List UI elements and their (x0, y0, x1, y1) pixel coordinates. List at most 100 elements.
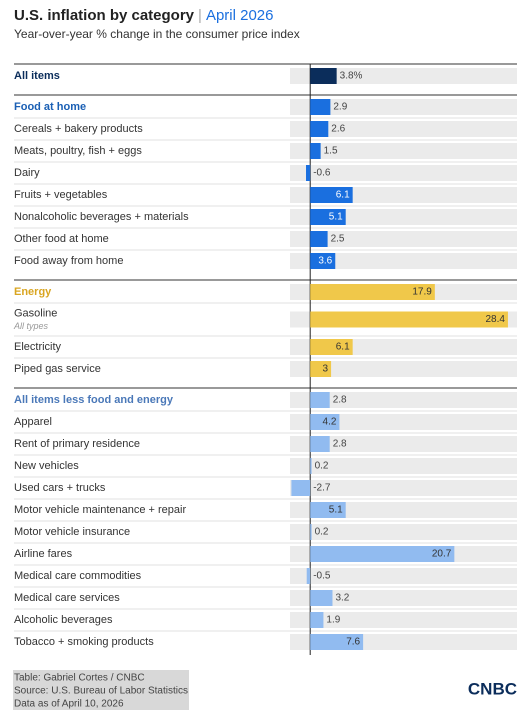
row-label: Food away from home (14, 255, 123, 267)
value-label: 5.1 (329, 212, 343, 223)
bar (310, 392, 330, 408)
bar-track (290, 458, 517, 474)
bar (310, 414, 340, 430)
bar (310, 121, 329, 137)
footer-line: Table: Gabriel Cortes / CNBC (14, 673, 145, 684)
bar (310, 612, 324, 628)
value-label: 3.6 (318, 256, 332, 267)
row-label: Tobacco + smoking products (14, 636, 154, 648)
row-sublabel: All types (13, 321, 49, 331)
bar (310, 361, 332, 377)
bar (310, 436, 330, 452)
row-label: Electricity (14, 341, 62, 353)
value-label: 0.2 (315, 527, 329, 538)
bar-track (290, 612, 517, 628)
row-label: Nonalcoholic beverages + materials (14, 211, 189, 223)
row-label: Piped gas service (14, 363, 101, 375)
bar-track (290, 121, 517, 137)
bar-track (290, 436, 517, 452)
row-label: Gasoline (14, 307, 57, 319)
row-label: All items less food and energy (14, 394, 174, 406)
value-label: 3.8% (340, 71, 363, 82)
bar-track (290, 165, 517, 181)
bar-track (290, 392, 517, 408)
value-label: 2.6 (331, 124, 345, 135)
title-line: U.S. inflation by category | April 2026 (14, 7, 273, 24)
bar (306, 568, 311, 584)
value-label: 4.2 (323, 417, 337, 428)
value-label: 1.9 (326, 615, 340, 626)
value-label: -2.7 (313, 483, 331, 494)
bar-track (290, 414, 517, 430)
bar-track (290, 480, 517, 496)
bar (306, 165, 311, 181)
subtitle: Year-over-year % change in the consumer … (14, 27, 300, 41)
row-label: Meats, poultry, fish + eggs (14, 145, 142, 157)
footer-line: Source: U.S. Bureau of Labor Statistics (14, 686, 188, 697)
logo: CNBC (468, 679, 517, 698)
value-label: -0.6 (313, 168, 331, 179)
row-label: Apparel (14, 416, 52, 428)
row-label: Alcoholic beverages (14, 614, 113, 626)
title-separator: | (198, 7, 202, 24)
bar (310, 546, 455, 562)
bar (310, 524, 312, 540)
value-label: 6.1 (336, 342, 350, 353)
row-label: Airline fares (14, 548, 73, 560)
bar (310, 99, 331, 115)
bar (310, 143, 321, 159)
row-label: Dairy (14, 167, 40, 179)
value-label: 2.5 (331, 234, 345, 245)
title-date: April 2026 (206, 7, 274, 24)
bar (310, 339, 353, 355)
bar-track (290, 143, 517, 159)
row-label: All items (14, 70, 60, 82)
bar-track (290, 231, 517, 247)
value-label: 3 (323, 364, 329, 375)
bar (310, 253, 336, 269)
bar-track (290, 99, 517, 115)
row-label: Used cars + trucks (14, 482, 106, 494)
chart-title: U.S. inflation by category (14, 7, 195, 24)
bar-track (290, 502, 517, 518)
value-label: -0.5 (313, 571, 331, 582)
bar-track (290, 209, 517, 225)
bar (310, 634, 364, 650)
bar (310, 590, 333, 606)
bar (310, 231, 328, 247)
row-label: Motor vehicle insurance (14, 526, 130, 538)
bar-track (290, 253, 517, 269)
bar (310, 311, 508, 328)
value-label: 1.5 (324, 146, 338, 157)
bar-track (290, 361, 517, 377)
row-label: New vehicles (14, 460, 79, 472)
bar (310, 209, 346, 225)
bar-track (290, 524, 517, 540)
value-label: 20.7 (432, 549, 452, 560)
row-label: Other food at home (14, 233, 109, 245)
bar (310, 502, 346, 518)
row-label: Medical care commodities (14, 570, 142, 582)
bar (310, 68, 337, 84)
value-label: 17.9 (412, 287, 432, 298)
bar (310, 458, 312, 474)
row-label: Fruits + vegetables (14, 189, 108, 201)
bar (310, 284, 435, 300)
bar (310, 187, 353, 203)
value-label: 7.6 (346, 637, 360, 648)
value-label: 2.9 (333, 102, 347, 113)
bar (291, 480, 311, 496)
value-label: 2.8 (333, 395, 347, 406)
value-label: 6.1 (336, 190, 350, 201)
footer-line: Data as of April 10, 2026 (14, 699, 124, 710)
row-label: Motor vehicle maintenance + repair (14, 504, 186, 516)
value-label: 2.8 (333, 439, 347, 450)
row-label: Cereals + bakery products (14, 123, 143, 135)
value-label: 3.2 (335, 593, 349, 604)
bar-track (290, 68, 517, 84)
row-label: Rent of primary residence (14, 438, 140, 450)
value-label: 5.1 (329, 505, 343, 516)
value-label: 0.2 (315, 461, 329, 472)
row-label: Medical care services (14, 592, 120, 604)
